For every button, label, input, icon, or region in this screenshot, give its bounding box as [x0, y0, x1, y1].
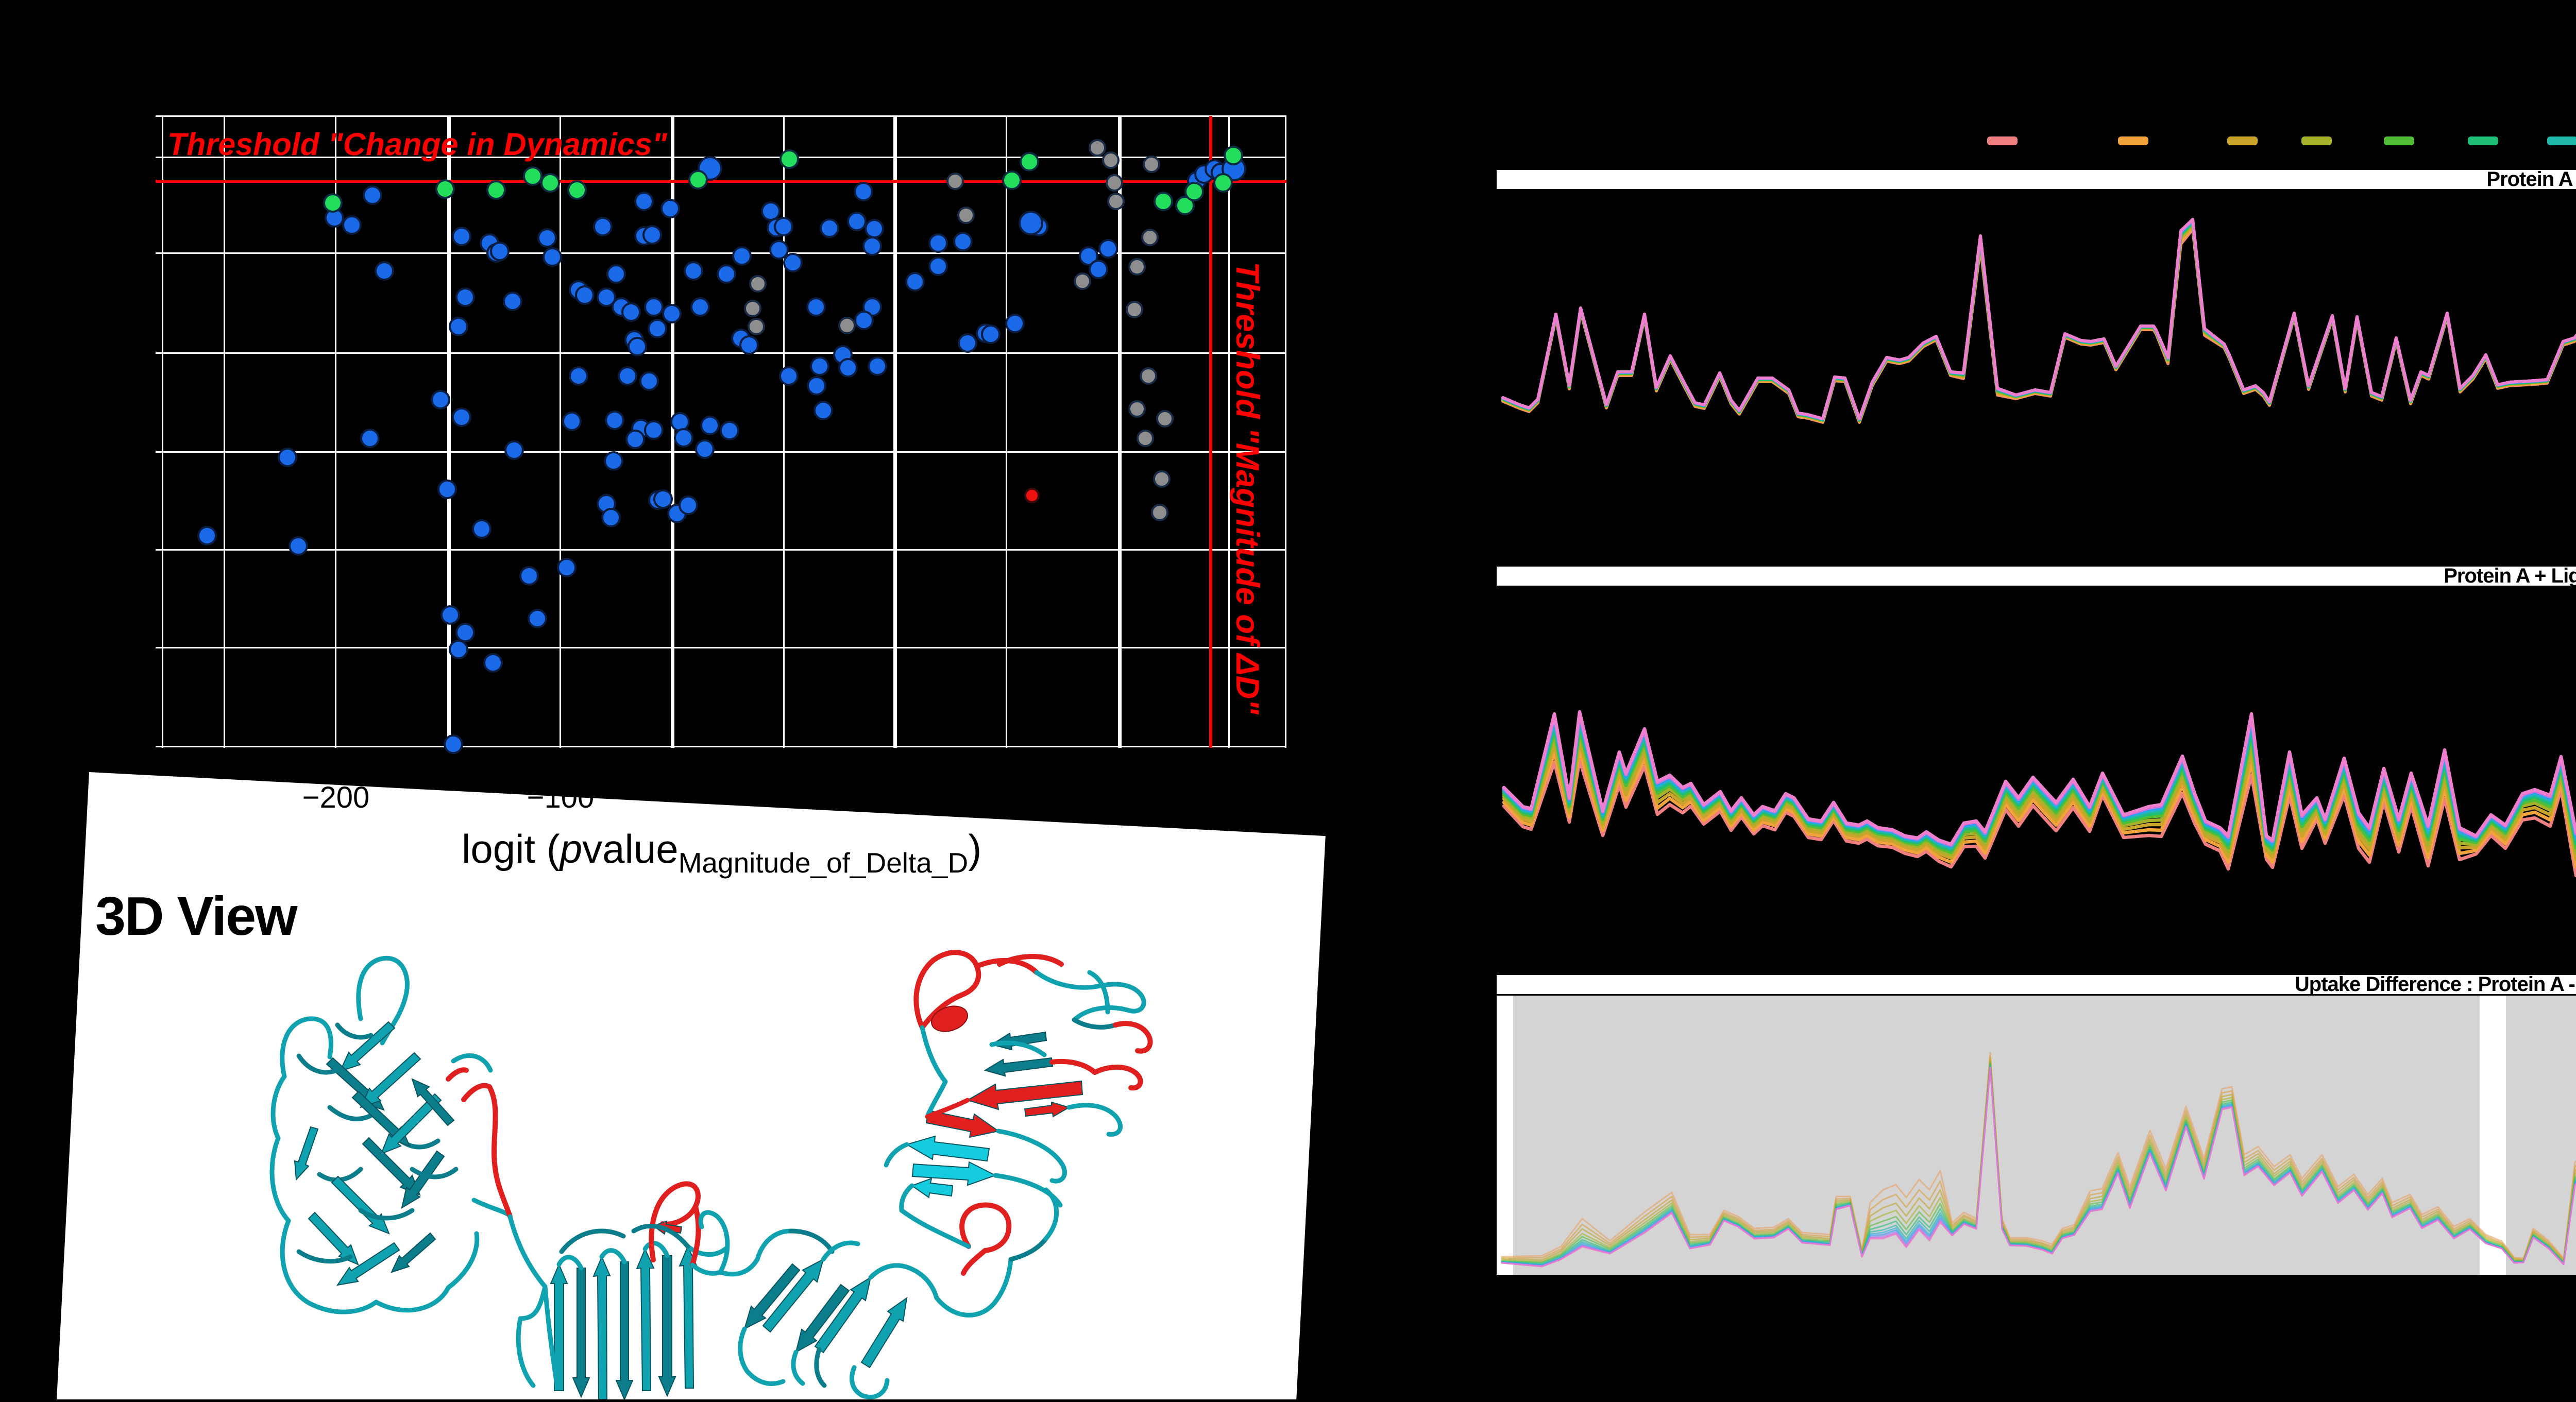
svg-text:Protein A + Ligand: Protein A + Ligand — [2444, 565, 2576, 587]
svg-text:Threshold "Magnitude of ΔD": Threshold "Magnitude of ΔD" — [1229, 262, 1265, 715]
svg-text:Uptake Difference : Protein A: Uptake Difference : Protein A - (Protein… — [2295, 973, 2576, 996]
svg-text:0: 0 — [777, 781, 793, 814]
svg-text:−200: −200 — [302, 781, 370, 814]
svg-text:Threshold "Change in Dynamics": Threshold "Change in Dynamics" — [167, 127, 668, 162]
svg-text:3D View: 3D View — [95, 886, 298, 947]
svg-text:200: 200 — [1210, 781, 1260, 814]
svg-text:−100: −100 — [527, 781, 595, 814]
svg-text:Protein A: Protein A — [2486, 168, 2572, 191]
svg-text:100: 100 — [985, 781, 1035, 814]
